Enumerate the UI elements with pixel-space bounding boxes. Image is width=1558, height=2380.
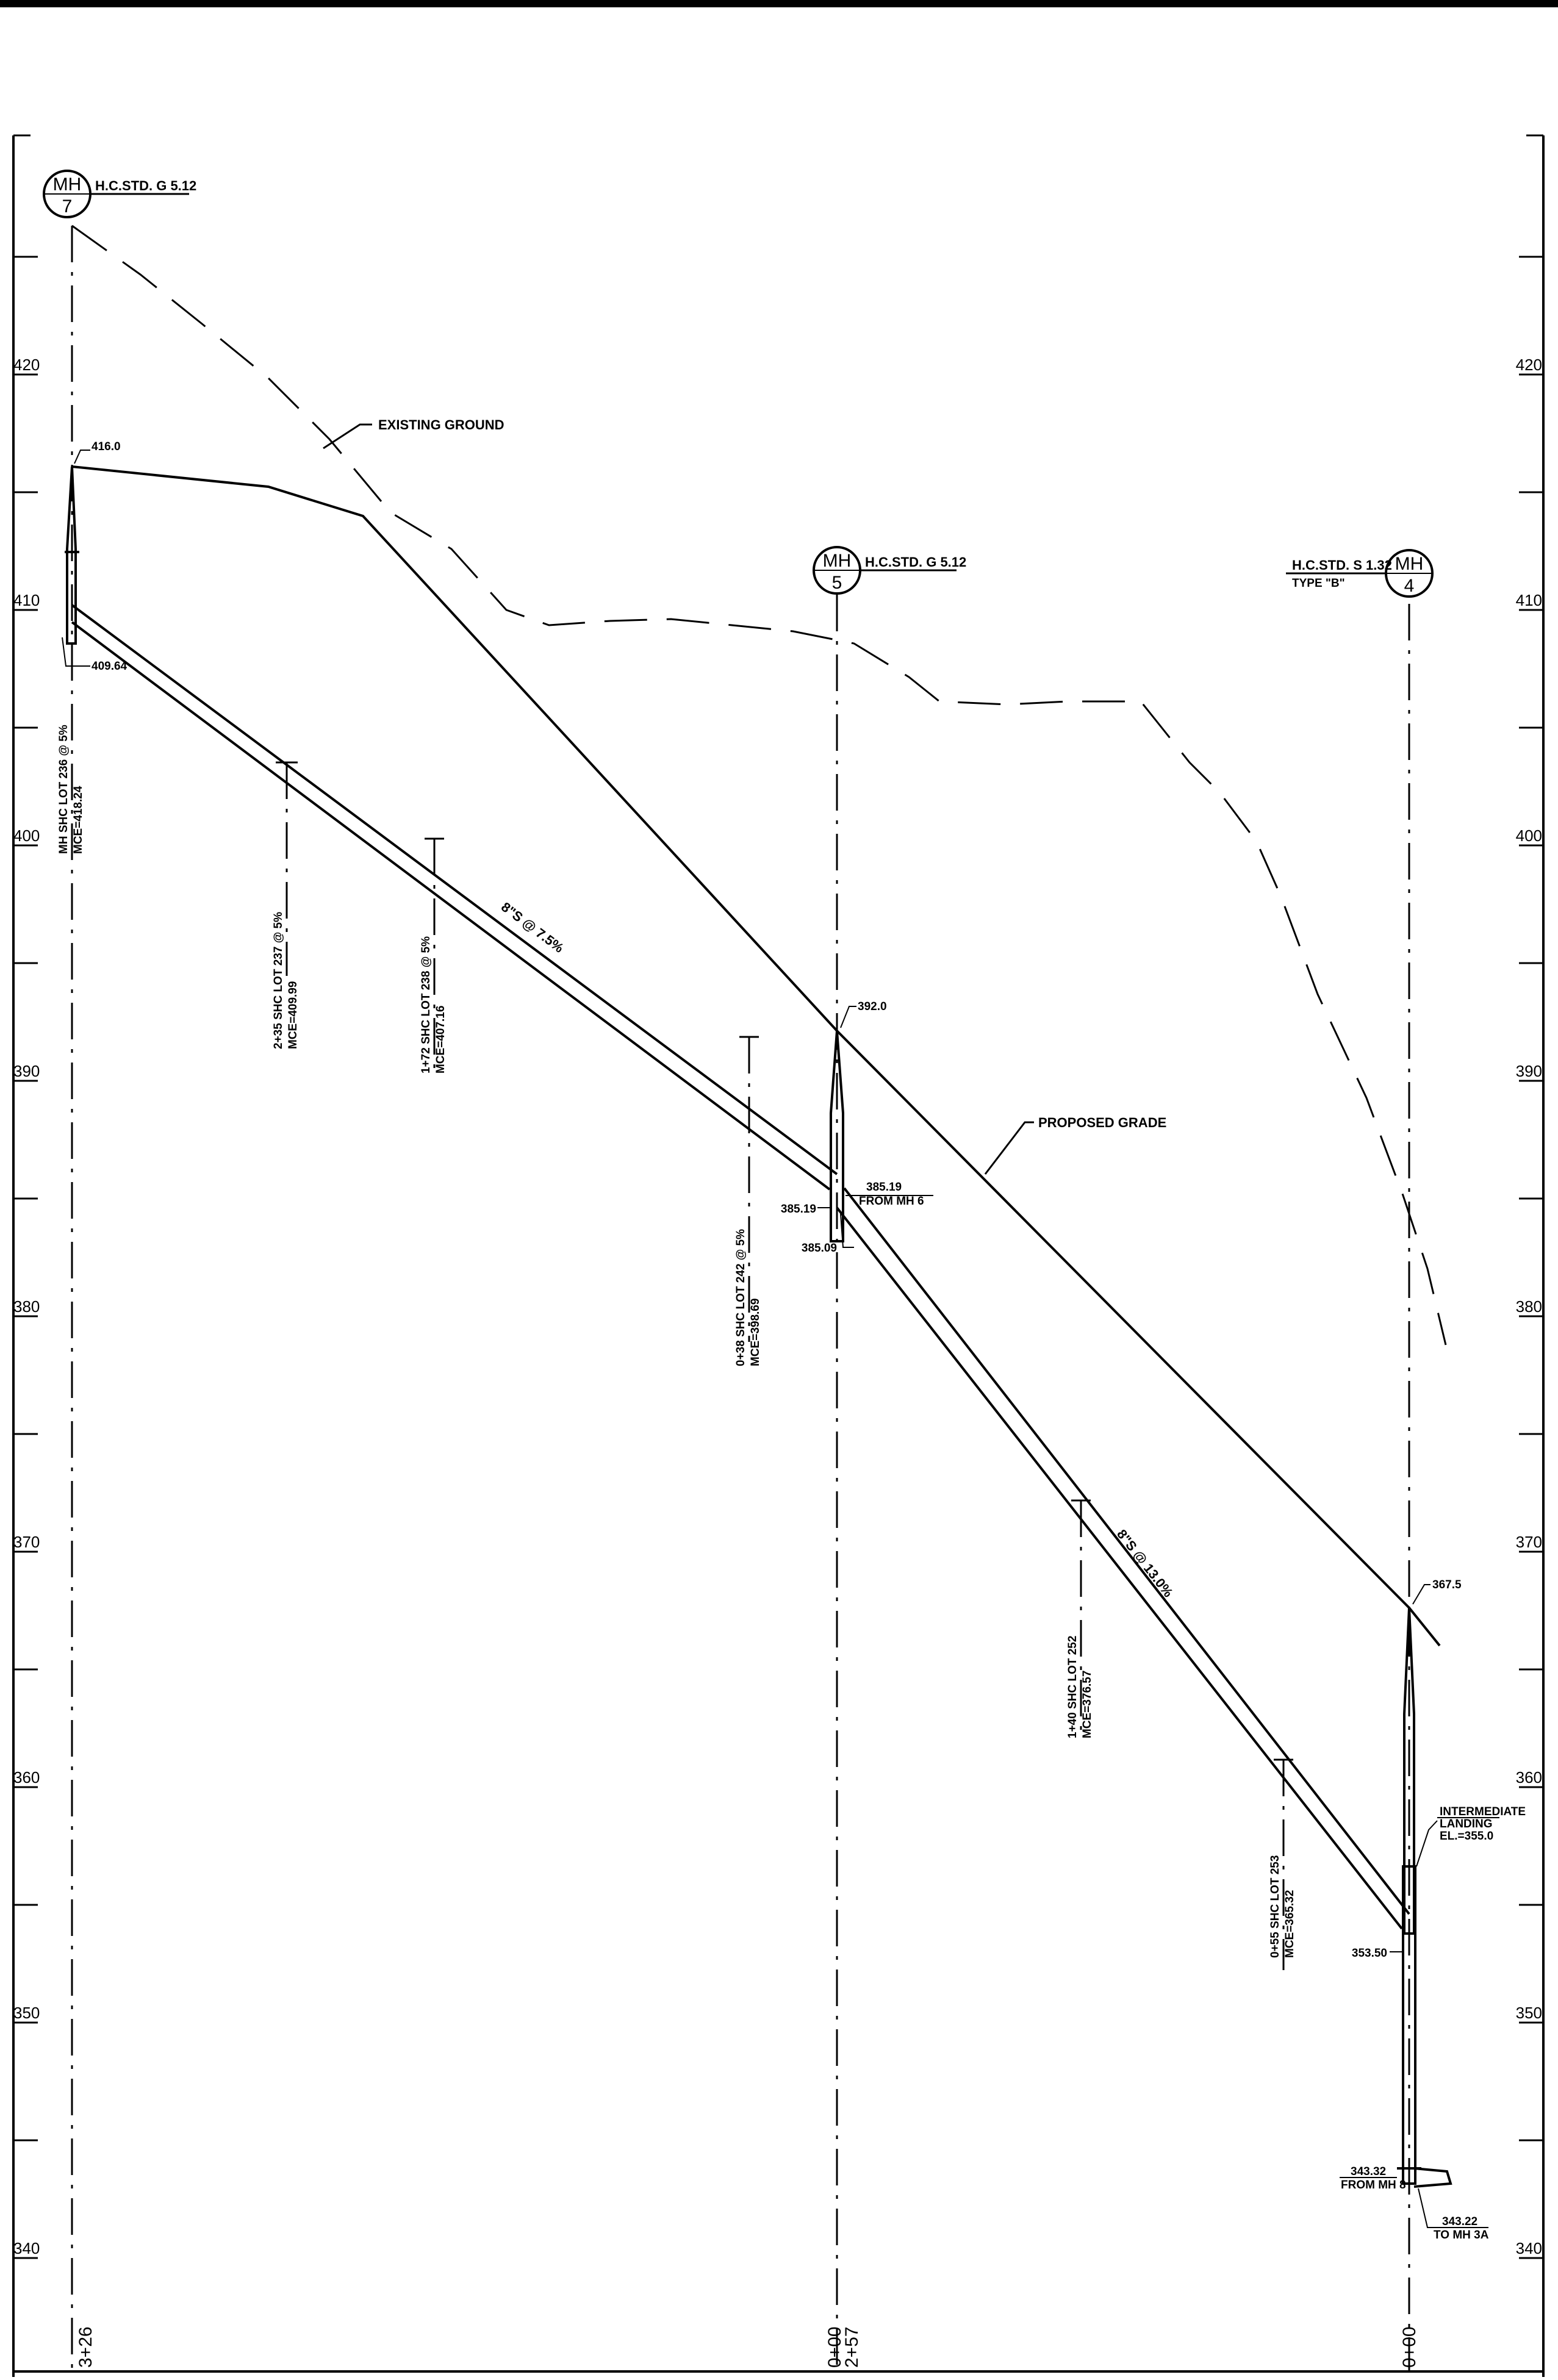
mh4-from-mh8: FROM MH 8 — [1341, 2179, 1406, 2192]
service-1-line1: MH SHC LOT 236 @ 5% — [57, 725, 70, 854]
mh5-inv-left-elev: 385.19 — [781, 1203, 816, 1216]
service-1-line2: MCE=418.24 — [72, 786, 85, 854]
elev-label: 340 — [13, 2239, 40, 2257]
service-2-line1: 2+35 SHC LOT 237 @ 5% — [272, 912, 285, 1049]
service-stubs — [276, 761, 1293, 1970]
mh7-number: 7 — [62, 196, 73, 217]
intermediate-landing-1: INTERMEDIATE — [1440, 1805, 1526, 1818]
mh4-inv-out-elev: 343.22 — [1442, 2215, 1477, 2228]
mh4-number: 4 — [1404, 576, 1415, 596]
elev-label: 380 — [13, 1297, 40, 1316]
elevation-ticks — [13, 256, 1543, 2259]
elev-label: 340 — [1516, 2239, 1542, 2257]
proposed-grade-callout: PROPOSED GRADE — [984, 1115, 1166, 1175]
service-5-line1: 1+40 SHC LOT 252 — [1066, 1636, 1079, 1738]
elev-label: 410 — [1516, 591, 1542, 609]
station-labels: 3+26 0+00 2+57 0+00 — [76, 2326, 1420, 2368]
intermediate-landing-3: EL.=355.0 — [1440, 1830, 1493, 1843]
mh5-elevations: 392.0 385.19 FROM MH 6 385.19 385.09 — [781, 1000, 933, 1255]
pipe-7-to-5 — [71, 604, 838, 1191]
elev-label: 400 — [13, 826, 40, 845]
mh5-rim-elev: 392.0 — [858, 1000, 887, 1013]
elev-label: 350 — [13, 2004, 40, 2022]
mh4-bubble: MH 4 H.C.STD. S 1.32 TYPE "B" — [1286, 549, 1434, 598]
mh7-bubble: MH 7 H.C.STD. G 5.12 — [43, 170, 196, 218]
mh7-top-text: MH — [53, 174, 82, 195]
elev-label: 360 — [13, 1768, 40, 1787]
mh7-structure — [65, 466, 79, 645]
intermediate-landing-2: LANDING — [1440, 1818, 1493, 1830]
service-4-line2: MCE=398.69 — [749, 1299, 762, 1366]
service-6-line1: 0+55 SHC LOT 253 — [1269, 1855, 1282, 1958]
service-3-line2: MCE=407.16 — [434, 1006, 447, 1074]
mh4-inv-in-elev: 343.32 — [1351, 2165, 1386, 2178]
existing-ground-line — [71, 224, 1447, 1346]
elevation-labels-right: 420 410 400 390 380 370 360 350 340 — [1516, 356, 1542, 2257]
mh7-rim-elev: 416.0 — [92, 440, 121, 453]
elev-label: 420 — [1516, 356, 1542, 374]
mh5-standard: H.C.STD. G 5.12 — [865, 554, 966, 570]
mh5-number: 5 — [832, 573, 842, 593]
mh4-top-text: MH — [1395, 554, 1424, 574]
elev-label: 390 — [13, 1062, 40, 1080]
pipe2-label: 8"S @ 13.0% — [1114, 1527, 1176, 1600]
existing-ground-callout: EXISTING GROUND — [323, 417, 504, 450]
service-3-line1: 1+72 SHC LOT 238 @ 5% — [420, 936, 433, 1074]
mh4-to-mh3a: TO MH 3A — [1434, 2229, 1489, 2242]
proposed-grade-line — [71, 465, 1441, 1647]
service-4-line1: 0+38 SHC LOT 242 @ 5% — [734, 1229, 747, 1366]
mh4-rim-elev: 367.5 — [1432, 1579, 1462, 1591]
station-mh7: 3+26 — [76, 2326, 96, 2368]
elev-label: 350 — [1516, 2004, 1542, 2022]
pipe-5-to-4 — [836, 1187, 1410, 1930]
top-border — [0, 0, 1558, 7]
service-5-line2: MCE=376.57 — [1081, 1671, 1094, 1738]
mh5-from-mh6: FROM MH 6 — [859, 1195, 924, 1208]
proposed-grade-label: PROPOSED GRADE — [1038, 1115, 1166, 1130]
mh4-type: TYPE "B" — [1292, 577, 1345, 590]
existing-ground-label: EXISTING GROUND — [378, 417, 504, 432]
elev-label: 380 — [1516, 1297, 1542, 1316]
mh5-top-text: MH — [823, 551, 852, 571]
mh7-elevations: 416.0 409.64 — [62, 440, 127, 673]
service-6-line2: MCE=365.32 — [1283, 1890, 1296, 1958]
mh5-inv-out-elev: 385.09 — [802, 1242, 837, 1255]
station-mh5-a: 0+00 — [825, 2326, 845, 2368]
mh4-structure — [1397, 1607, 1452, 2188]
mh4-invert-elev: 353.50 — [1352, 1947, 1387, 1960]
mh7-invert-elev: 409.64 — [92, 660, 127, 673]
service-labels: MH SHC LOT 236 @ 5% MCE=418.24 2+35 SHC … — [57, 725, 1296, 1958]
mh5-bubble: MH 5 H.C.STD. G 5.12 — [813, 546, 966, 595]
mh7-standard: H.C.STD. G 5.12 — [95, 178, 196, 193]
station-mh4: 0+00 — [1399, 2326, 1420, 2368]
mh5-inv-in-elev: 385.19 — [866, 1181, 902, 1194]
mh4-elevations: 367.5 INTERMEDIATE LANDING EL.=355.0 353… — [1340, 1579, 1526, 2242]
elev-label: 410 — [13, 591, 40, 609]
elev-label: 400 — [1516, 826, 1542, 845]
elev-label: 420 — [13, 356, 40, 374]
elev-label: 390 — [1516, 1062, 1542, 1080]
station-mh5-b: 2+57 — [842, 2326, 862, 2368]
elev-label: 370 — [13, 1533, 40, 1551]
mh4-standard: H.C.STD. S 1.32 — [1292, 557, 1392, 573]
service-2-line2: MCE=409.99 — [287, 981, 300, 1049]
elev-label: 370 — [1516, 1533, 1542, 1551]
elevation-labels-left: 420 410 400 390 380 370 360 350 340 — [13, 356, 40, 2257]
mh5-structure — [830, 1030, 844, 1242]
elev-label: 360 — [1516, 1768, 1542, 1787]
manhole-centerlines — [71, 226, 1410, 2371]
